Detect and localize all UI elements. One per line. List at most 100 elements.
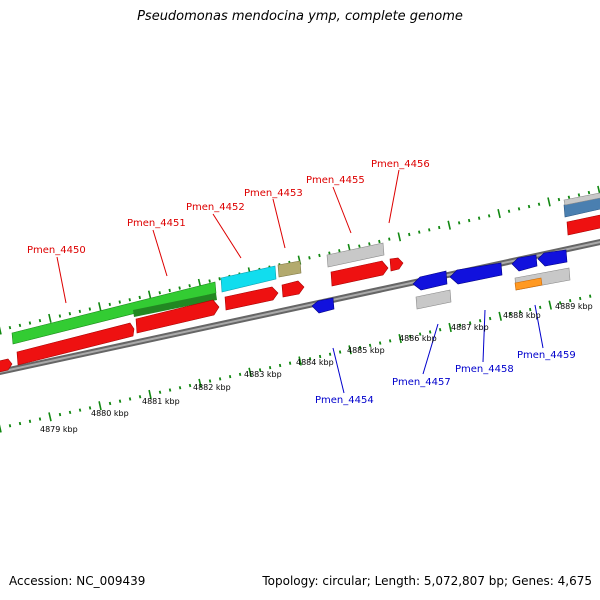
tick-minor (509, 312, 512, 316)
gene-label[interactable]: Pmen_4458 (455, 364, 514, 375)
tick-minor (8, 325, 12, 330)
gene-arrow-forward[interactable] (135, 299, 220, 334)
tick-minor (8, 424, 12, 428)
kbp-label: 4879 kbp (40, 425, 78, 434)
tick-minor (68, 410, 72, 415)
tick-minor (188, 383, 192, 388)
tick-minor (577, 193, 581, 197)
gene-bar-khaki[interactable] (277, 260, 302, 278)
gene-label[interactable]: Pmen_4457 (392, 377, 451, 388)
tick-minor (78, 408, 82, 412)
tick-minor (218, 277, 221, 281)
gene-label[interactable]: Pmen_4459 (517, 350, 576, 361)
tick-major (397, 232, 402, 242)
tick-major (348, 345, 352, 355)
gene-label[interactable]: Pmen_4450 (27, 245, 86, 256)
tick-minor (218, 377, 222, 381)
gene-arrow-forward[interactable] (566, 214, 600, 236)
tick-minor (519, 310, 522, 314)
tick-minor (108, 401, 112, 406)
tick-minor (477, 216, 481, 220)
tick-minor (108, 302, 111, 306)
kbp-label: 4886 kbp (399, 334, 437, 343)
tick-minor (338, 249, 341, 253)
gene-bar-green-shade (133, 293, 217, 317)
tick-minor (358, 244, 361, 248)
tick-minor (428, 228, 431, 232)
tick-minor (88, 307, 92, 311)
tick-minor (158, 390, 162, 394)
tick-major (198, 378, 202, 388)
gene-bar-cyan[interactable] (220, 265, 277, 293)
kbp-label: 4880 kbp (91, 409, 129, 418)
tick-minor (559, 301, 562, 305)
tick-minor (138, 295, 141, 300)
kbp-labels: 4879 kbp 4880 kbp 4881 kbp 4882 kbp 4883… (40, 302, 593, 434)
gene-arrow-forward[interactable] (0, 358, 13, 373)
tick-minor (338, 350, 342, 354)
gene-features (0, 192, 600, 373)
tick-minor (488, 316, 492, 321)
gene-bar-grey[interactable] (415, 289, 452, 310)
tick-minor (168, 288, 171, 293)
tick-minor (438, 225, 441, 230)
tick-minor (188, 284, 191, 288)
tick-minor (88, 406, 92, 410)
gene-arrow-forward[interactable] (389, 257, 404, 272)
gene-arrow-forward[interactable] (281, 280, 305, 298)
tick-minor (268, 366, 272, 370)
tick-minor (487, 214, 491, 218)
tick-minor (18, 421, 22, 426)
tick-major (448, 322, 452, 333)
gene-arrow-forward[interactable] (224, 286, 279, 311)
gene-arrow-reverse[interactable] (449, 262, 503, 285)
gene-label[interactable]: Pmen_4454 (315, 395, 374, 406)
tick-minor (168, 388, 172, 392)
gene-arrow-forward[interactable] (16, 322, 135, 366)
tick-track-lower (0, 294, 592, 433)
tick-minor (138, 395, 142, 399)
gene-arrow-reverse[interactable] (511, 254, 538, 272)
accession-text: Accession: NC_009439 (9, 574, 146, 588)
tick-minor (529, 307, 532, 312)
tick-major (98, 302, 102, 312)
tick-minor (78, 309, 82, 314)
gene-arrow-reverse[interactable] (537, 249, 568, 267)
tick-major (48, 313, 52, 323)
kbp-label: 4885 kbp (347, 346, 385, 355)
gene-bar-grey[interactable] (326, 242, 385, 268)
tick-minor (128, 397, 132, 401)
gene-label[interactable]: Pmen_4455 (306, 175, 365, 186)
tick-minor (557, 197, 561, 202)
gene-bar-grey[interactable] (563, 192, 600, 206)
tick-major (0, 424, 2, 433)
tick-minor (418, 332, 422, 336)
tick-minor (368, 242, 371, 246)
tick-minor (527, 204, 531, 209)
tick-minor (278, 363, 282, 368)
gene-bar-orange[interactable] (514, 277, 543, 291)
label-leader-lines (56, 169, 544, 394)
tick-major (98, 401, 102, 411)
gene-label[interactable]: Pmen_4456 (371, 159, 430, 170)
tick-minor (579, 296, 582, 301)
tick-minor (318, 253, 321, 258)
gene-arrow-reverse[interactable] (311, 297, 335, 314)
tick-minor (308, 256, 311, 260)
tick-major (248, 367, 252, 377)
tick-minor (58, 314, 62, 318)
gene-label[interactable]: Pmen_4453 (244, 188, 303, 199)
gene-arrow-reverse[interactable] (412, 270, 448, 291)
tick-minor (388, 237, 391, 241)
gene-label[interactable]: Pmen_4452 (186, 202, 245, 213)
tick-minor (288, 361, 292, 365)
tick-minor (158, 291, 161, 295)
kbp-label: 4889 kbp (555, 302, 593, 311)
tick-minor (18, 323, 22, 328)
gene-arrow-forward[interactable] (330, 260, 389, 287)
tick-minor (539, 305, 542, 309)
tick-minor (457, 221, 461, 225)
kbp-label: 4888 kbp (503, 311, 541, 320)
gene-label[interactable]: Pmen_4451 (127, 218, 186, 229)
